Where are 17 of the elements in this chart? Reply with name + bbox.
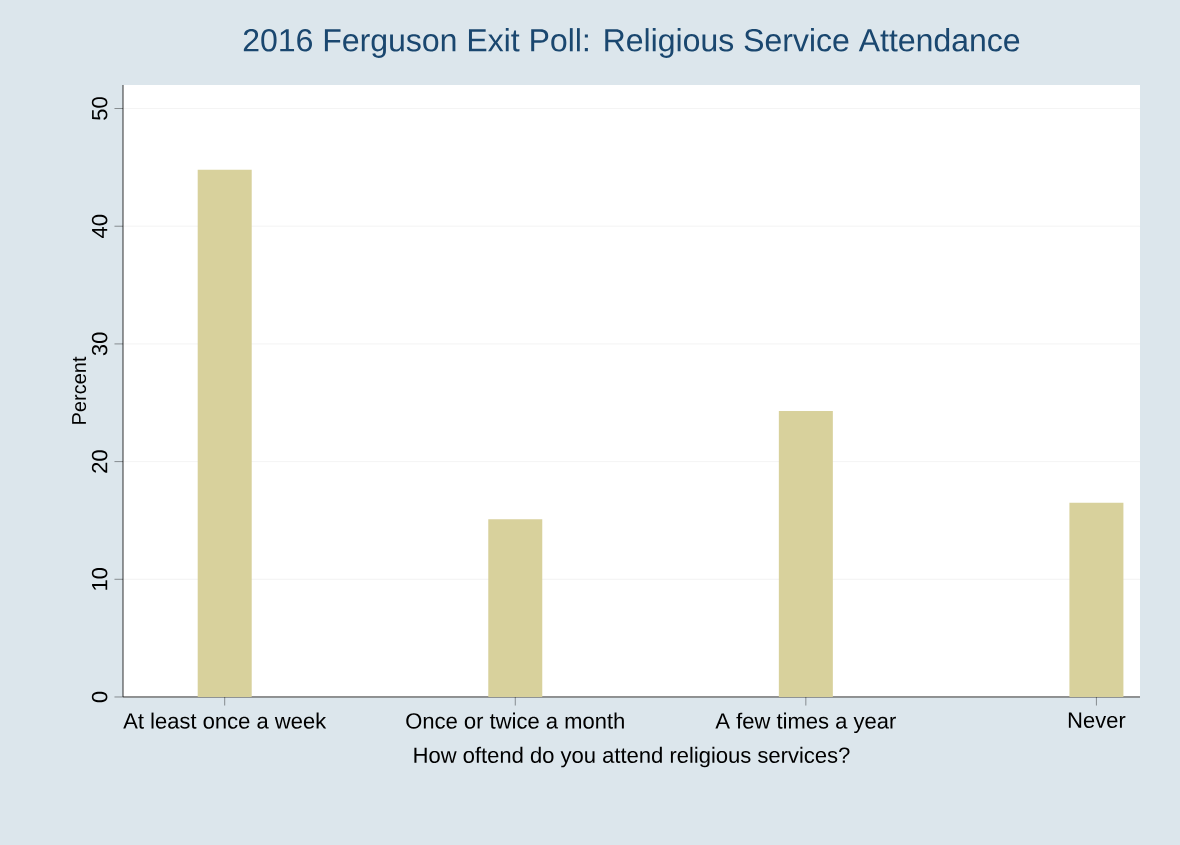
y-axis-title: Percent (72, 356, 87, 424)
x-tick-label: Never (1068, 712, 1126, 728)
y-tick-label: 20 (91, 450, 108, 473)
x-axis-title: How oftend do you attend religious services? (414, 746, 850, 768)
bar (488, 519, 543, 697)
y-tick-label: 0 (91, 691, 108, 703)
x-tick-label: At least once a week (123, 712, 327, 729)
y-tick-label: 40 (91, 214, 108, 238)
bar (1069, 502, 1124, 697)
y-tick-label: 10 (91, 567, 108, 590)
x-tick-label: A few times a year (715, 712, 896, 734)
bar (197, 169, 252, 697)
bar (778, 411, 833, 697)
x-tick-label: Once or twice a month (406, 712, 624, 729)
y-tick-label: 30 (91, 332, 108, 356)
y-tick-label: 50 (91, 97, 108, 120)
chart-title: 2016 Ferguson Exit Poll: Religious Service Attendance (243, 28, 1020, 58)
